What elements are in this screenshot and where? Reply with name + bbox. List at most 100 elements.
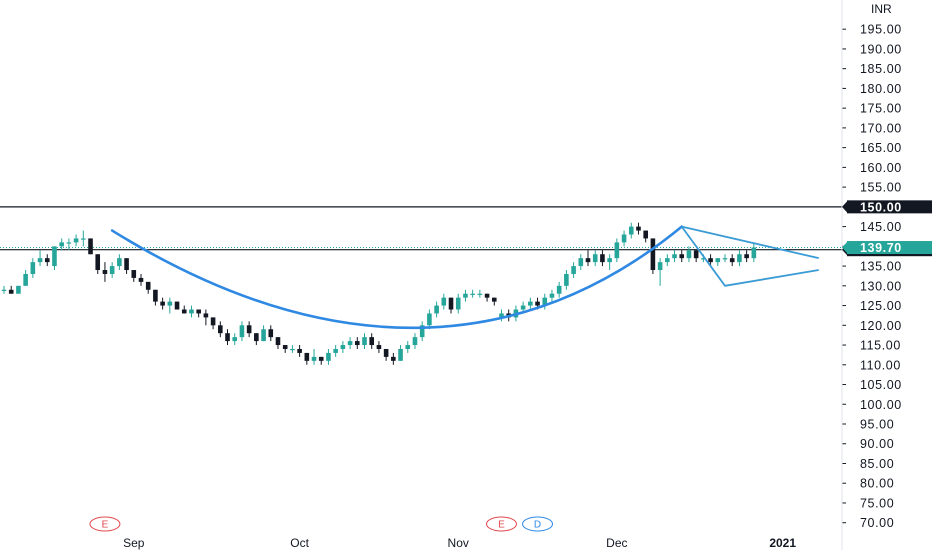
candle-body bbox=[398, 348, 403, 361]
candle-61 bbox=[441, 293, 447, 310]
x-label-3: Dec bbox=[606, 536, 627, 550]
candle-27 bbox=[196, 309, 201, 318]
candle-body bbox=[665, 258, 670, 263]
candle-body bbox=[715, 258, 721, 263]
candle-body bbox=[607, 258, 612, 263]
candle-body bbox=[275, 337, 281, 346]
candle-79 bbox=[571, 262, 576, 278]
time-axis[interactable]: Sep Oct Nov Dec 2021 bbox=[123, 536, 796, 550]
candle-body bbox=[254, 333, 259, 342]
candle-body bbox=[722, 258, 728, 260]
candle-body bbox=[131, 270, 137, 278]
y-tick-label-22: 180.00 bbox=[860, 82, 902, 96]
price-axis[interactable]: INR 70.00 75.00 80.00 85.00 90.00 95.00 100.00… bbox=[841, 0, 902, 550]
candle-53 bbox=[383, 348, 389, 361]
candle-body bbox=[326, 352, 331, 361]
price-tag-2: 139.70 bbox=[842, 241, 932, 255]
event-marker-outline bbox=[522, 516, 554, 532]
candle-15 bbox=[109, 262, 115, 278]
candle-body bbox=[268, 329, 274, 338]
candle-body bbox=[340, 345, 346, 349]
event-marker-outline bbox=[485, 516, 517, 532]
candle-42 bbox=[304, 352, 310, 365]
event-marker-letter: E bbox=[498, 520, 505, 531]
candle-41 bbox=[297, 345, 302, 357]
candle-body bbox=[383, 348, 389, 357]
candle-body bbox=[297, 348, 302, 353]
candle-body bbox=[434, 305, 439, 314]
price-tag-arrow bbox=[842, 200, 848, 214]
candle-28 bbox=[203, 309, 209, 326]
candle-body bbox=[196, 309, 201, 314]
candle-body bbox=[427, 313, 432, 326]
candle-body bbox=[174, 301, 180, 310]
candle-body bbox=[441, 297, 447, 306]
candle-90 bbox=[650, 238, 656, 274]
candle-2 bbox=[16, 285, 21, 294]
candle-body bbox=[225, 333, 230, 342]
candle-23 bbox=[167, 297, 173, 314]
candle-104 bbox=[751, 242, 757, 263]
candle-40 bbox=[290, 345, 295, 353]
y-tick-label-21: 175.00 bbox=[860, 102, 902, 116]
y-tick-label-25: 195.00 bbox=[860, 23, 902, 37]
candle-5 bbox=[37, 250, 43, 267]
candles bbox=[1, 222, 757, 365]
candle-body bbox=[657, 262, 663, 271]
y-tick-label-2: 80.00 bbox=[860, 477, 894, 491]
candle-body bbox=[448, 297, 454, 310]
candle-body bbox=[542, 297, 548, 306]
candle-body bbox=[304, 352, 310, 361]
candle-38 bbox=[275, 337, 281, 349]
candle-24 bbox=[174, 301, 180, 310]
candle-81 bbox=[585, 250, 591, 267]
candle-89 bbox=[643, 230, 648, 243]
candle-59 bbox=[427, 309, 432, 330]
price-tag-0: 150.00 bbox=[842, 200, 932, 214]
candle-body bbox=[333, 348, 338, 353]
candle-body bbox=[578, 258, 584, 267]
candle-73 bbox=[528, 297, 533, 310]
candle-103 bbox=[744, 250, 749, 263]
candle-55 bbox=[398, 345, 403, 361]
currency-label[interactable]: INR bbox=[871, 2, 892, 16]
candle-96 bbox=[693, 250, 699, 263]
candle-9 bbox=[66, 238, 72, 251]
candle-body bbox=[636, 226, 641, 231]
candle-68 bbox=[491, 297, 497, 306]
candle-body bbox=[455, 297, 461, 310]
y-tick-label-4: 90.00 bbox=[860, 437, 894, 451]
y-tick-label-23: 185.00 bbox=[860, 62, 902, 76]
candle-1 bbox=[8, 285, 14, 294]
candle-body bbox=[693, 250, 699, 259]
candle-body bbox=[282, 345, 288, 349]
candle-body bbox=[376, 345, 382, 349]
candle-body bbox=[1, 289, 7, 291]
candle-86 bbox=[621, 230, 627, 247]
candle-47 bbox=[340, 341, 346, 353]
candle-57 bbox=[412, 333, 418, 349]
candle-body bbox=[369, 337, 375, 346]
candle-body bbox=[81, 238, 86, 240]
y-tick-label-3: 85.00 bbox=[860, 457, 894, 471]
candle-body bbox=[52, 246, 57, 267]
candle-33 bbox=[239, 321, 245, 342]
price-tag-label: 139.70 bbox=[860, 241, 902, 255]
y-tick-label-0: 70.00 bbox=[860, 516, 894, 530]
candle-99 bbox=[715, 258, 721, 267]
candle-93 bbox=[672, 250, 677, 263]
candle-body bbox=[124, 258, 129, 271]
candle-39 bbox=[282, 345, 288, 353]
y-tick-label-7: 105.00 bbox=[860, 378, 902, 392]
event-marker-letter: D bbox=[534, 520, 541, 531]
candle-body bbox=[311, 356, 317, 361]
candle-body bbox=[419, 325, 425, 338]
candle-11 bbox=[81, 230, 86, 247]
y-tick-label-12: 130.00 bbox=[860, 279, 902, 293]
candle-100 bbox=[722, 254, 728, 263]
candle-body bbox=[210, 317, 216, 326]
price-tag-label: 150.00 bbox=[860, 200, 902, 214]
